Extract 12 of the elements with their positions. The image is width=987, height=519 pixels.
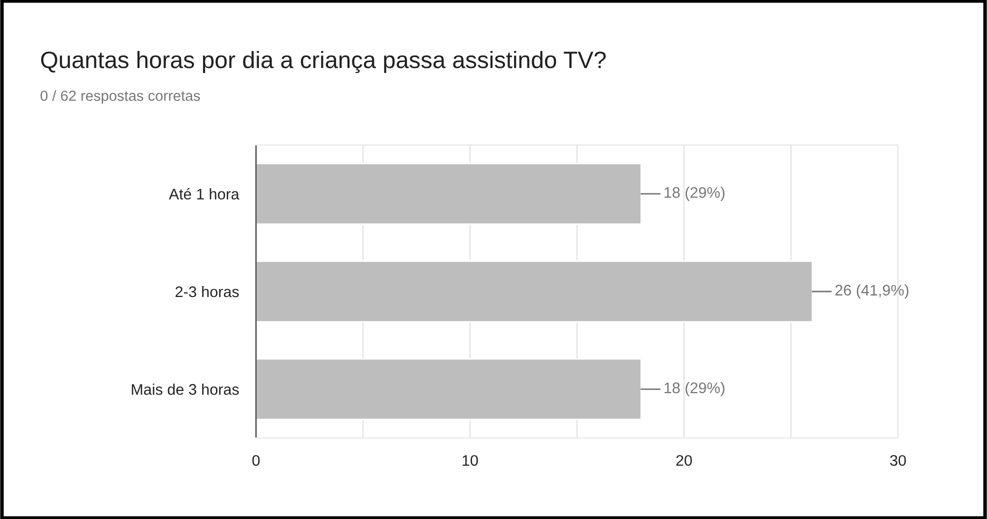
- chart-title: Quantas horas por dia a criança passa assistindo TV?: [41, 50, 606, 74]
- text: 0 / 62 respostas corretas: [40, 90, 200, 104]
- x-tick-label: 30: [890, 455, 906, 466]
- x-tick-label: 10: [462, 455, 478, 466]
- y-tick-label: 2-3 horas: [176, 286, 239, 298]
- data-label: 18 (29%): [664, 186, 724, 201]
- x-tick-label: 20: [676, 455, 692, 466]
- data-label: 18 (29%): [664, 382, 724, 396]
- x-tick-label: 0: [252, 455, 260, 466]
- data-label: 26 (41,9%): [835, 284, 908, 299]
- y-tick-label: Mais de 3 horas: [132, 384, 239, 395]
- y-tick-label: Até 1 hora: [168, 188, 240, 200]
